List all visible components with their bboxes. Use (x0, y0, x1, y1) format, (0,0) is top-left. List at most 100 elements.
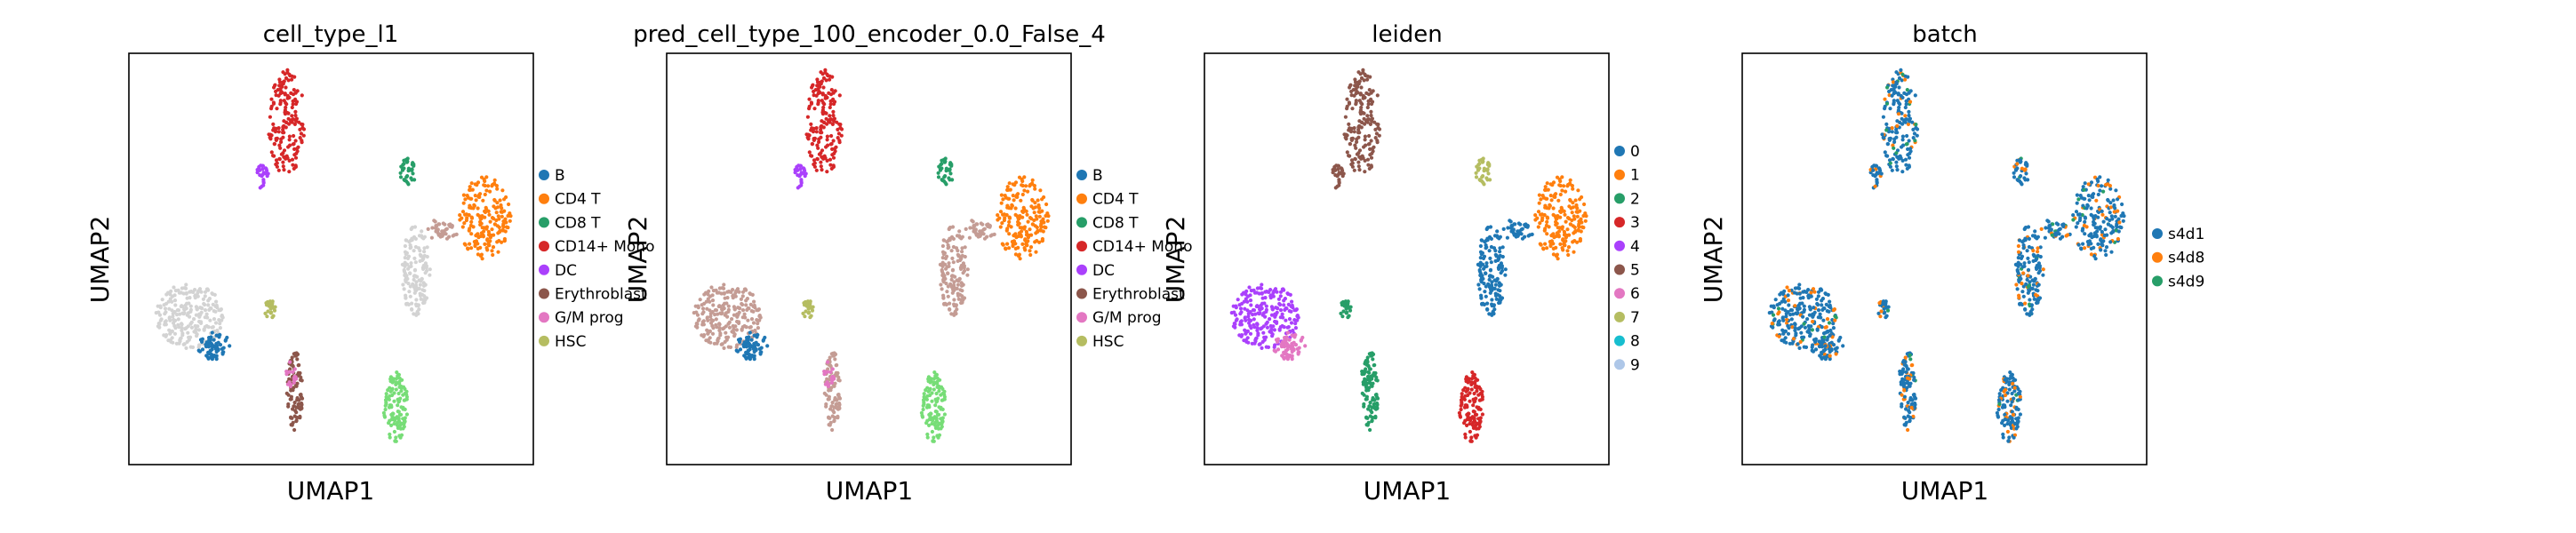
scatter-point (213, 346, 219, 352)
scatter-point (951, 260, 956, 265)
scatter-point (934, 410, 939, 414)
scatter-point (178, 312, 182, 316)
scatter-point (694, 322, 699, 326)
scatter-point (831, 155, 836, 160)
scatter-point (1899, 68, 1903, 72)
scatter-point (801, 311, 805, 315)
scatter-point (814, 168, 819, 172)
scatter-point (1242, 290, 1246, 295)
scatter-point (937, 389, 941, 394)
scatter-point (981, 232, 986, 236)
scatter-point (1376, 123, 1380, 127)
scatter-point (293, 109, 298, 114)
scatter-point (945, 290, 949, 294)
scatter-point (933, 374, 938, 378)
scatter-point (1780, 306, 1785, 311)
legend-label: 4 (1630, 238, 1640, 256)
scatter-point (988, 234, 993, 238)
scatter-point (495, 240, 500, 244)
scatter-point (1499, 296, 1503, 300)
scatter-point (1377, 133, 1381, 138)
scatter-point (473, 182, 477, 187)
scatter-point (1796, 342, 1800, 346)
scatter-point (2105, 217, 2109, 221)
scatter-point (476, 206, 480, 211)
scatter-point (1488, 267, 1493, 272)
scatter-point (281, 164, 285, 169)
scatter-point (284, 156, 288, 161)
scatter-point (1884, 314, 1889, 318)
scatter-point (1367, 166, 1372, 171)
scatter-point (949, 277, 954, 282)
scatter-point (815, 80, 820, 84)
scatter-point (1911, 414, 1916, 418)
scatter-point (286, 111, 291, 115)
scatter-point (1568, 198, 1572, 203)
scatter-point (1284, 318, 1288, 322)
scatter-point (403, 178, 407, 183)
scatter-point (998, 225, 1003, 229)
scatter-point (2007, 387, 2012, 392)
scatter-point (809, 122, 813, 126)
scatter-point (1543, 242, 1548, 246)
scatter-point (1044, 226, 1048, 230)
scatter-point (1912, 378, 1916, 382)
scatter-point (735, 287, 740, 291)
scatter-point (939, 407, 943, 411)
scatter-point (1356, 70, 1361, 75)
scatter-point (1573, 198, 1578, 203)
scatter-point (194, 327, 198, 331)
scatter-point (406, 182, 411, 187)
scatter-point (1908, 384, 1912, 388)
scatter-point (270, 300, 275, 305)
scatter-point (204, 312, 209, 316)
scatter-point (1477, 267, 1482, 273)
scatter-point (831, 109, 836, 114)
scatter-point (2083, 216, 2088, 220)
scatter-point (2036, 282, 2041, 287)
scatter-point (1545, 216, 1550, 220)
scatter-point (1831, 326, 1836, 330)
scatter-point (722, 282, 726, 287)
legend-marker (539, 193, 549, 204)
scatter-point (1013, 252, 1018, 257)
scatter-point (831, 113, 836, 118)
legend-marker (1076, 312, 1087, 323)
scatter-point (1364, 415, 1369, 419)
scatter-point (290, 157, 295, 162)
scatter-point (1350, 161, 1355, 165)
scatter-point (975, 222, 980, 227)
scatter-point (1046, 214, 1051, 219)
panel-title: cell_type_l1 (263, 21, 399, 48)
scatter-point (1033, 205, 1037, 210)
scatter-point (220, 318, 224, 322)
scatter-point (1905, 166, 1909, 171)
scatter-point (2008, 370, 2012, 375)
scatter-point (1901, 143, 1906, 147)
scatter-point (393, 439, 397, 443)
panel-title: batch (1912, 21, 1977, 48)
scatter-point (1363, 134, 1367, 139)
scatter-points (1229, 68, 1588, 443)
scatter-point (1362, 402, 1366, 407)
scatter-point (429, 235, 434, 240)
scatter-point (2074, 225, 2078, 229)
scatter-point (296, 405, 300, 410)
scatter-point (946, 238, 950, 243)
scatter-point (1905, 386, 1909, 390)
scatter-point (212, 317, 217, 322)
scatter-point (1500, 264, 1504, 268)
scatter-point (422, 250, 427, 254)
scatter-point (1548, 203, 1552, 208)
scatter-point (1775, 303, 1780, 307)
scatter-point (723, 339, 727, 344)
scatter-point (1477, 162, 1482, 166)
scatter-point (384, 402, 388, 406)
scatter-point (2015, 425, 2020, 429)
scatter-point (1554, 192, 1558, 196)
scatter-point (210, 330, 214, 335)
legend-label: 8 (1630, 333, 1640, 351)
scatter-point (730, 317, 734, 322)
scatter-point (936, 396, 940, 401)
scatter-point (1566, 182, 1571, 187)
